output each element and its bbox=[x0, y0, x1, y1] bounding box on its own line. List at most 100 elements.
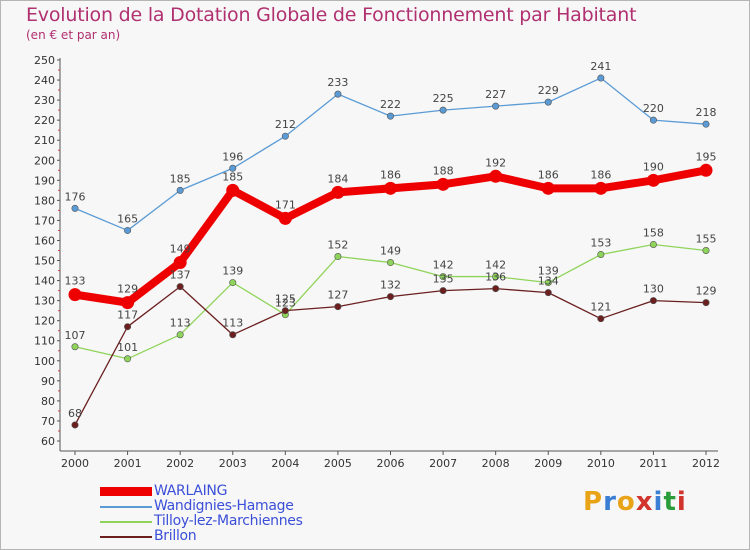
x-tick-label: 2004 bbox=[271, 457, 299, 470]
data-point bbox=[386, 293, 394, 301]
data-label: 185 bbox=[170, 172, 191, 185]
data-point bbox=[597, 74, 605, 82]
data-point bbox=[594, 181, 608, 195]
legend-label: Brillon bbox=[154, 528, 197, 544]
y-tick-label: 230 bbox=[34, 94, 55, 107]
x-tick-label: 2007 bbox=[429, 457, 457, 470]
logo-letter: i bbox=[676, 487, 687, 517]
x-tick-label: 2000 bbox=[61, 457, 89, 470]
data-point bbox=[176, 186, 184, 194]
legend-swatch bbox=[100, 487, 152, 496]
y-tick-label: 80 bbox=[41, 395, 55, 408]
data-label: 129 bbox=[696, 285, 717, 298]
y-tick-label: 120 bbox=[34, 315, 55, 328]
data-label: 212 bbox=[275, 118, 296, 131]
y-tick-label: 250 bbox=[34, 54, 55, 67]
legend-swatch bbox=[100, 506, 152, 508]
data-point bbox=[124, 323, 132, 331]
x-tick-label: 2008 bbox=[482, 457, 510, 470]
data-label: 134 bbox=[538, 275, 559, 288]
data-point bbox=[492, 285, 500, 293]
data-point bbox=[544, 98, 552, 106]
data-point bbox=[489, 169, 503, 183]
data-point bbox=[597, 251, 605, 259]
data-point bbox=[229, 331, 237, 339]
data-label: 227 bbox=[485, 88, 506, 101]
data-point bbox=[173, 256, 187, 270]
y-tick-label: 160 bbox=[34, 234, 55, 247]
data-point bbox=[386, 259, 394, 267]
data-point bbox=[331, 185, 345, 199]
data-label: 241 bbox=[590, 60, 611, 73]
data-label: 139 bbox=[538, 265, 559, 278]
logo-letter: P bbox=[583, 487, 604, 517]
data-point bbox=[334, 303, 342, 311]
data-point bbox=[649, 116, 657, 124]
data-label: 132 bbox=[380, 279, 401, 292]
logo-letter: t bbox=[663, 487, 677, 517]
data-point bbox=[597, 315, 605, 323]
y-tick-label: 240 bbox=[34, 74, 55, 87]
data-label: 149 bbox=[380, 245, 401, 258]
data-point bbox=[229, 279, 237, 287]
y-tick-label: 180 bbox=[34, 194, 55, 207]
data-point bbox=[229, 164, 237, 172]
x-tick-label: 2012 bbox=[692, 457, 720, 470]
legend-label: Tilloy-lez-Marchiennes bbox=[154, 513, 303, 529]
data-label: 188 bbox=[433, 164, 454, 177]
data-point bbox=[544, 279, 552, 287]
data-point bbox=[71, 421, 79, 429]
data-point bbox=[541, 181, 555, 195]
data-label: 101 bbox=[117, 341, 138, 354]
data-point bbox=[384, 181, 397, 195]
data-label: 142 bbox=[433, 259, 454, 272]
data-label: 186 bbox=[538, 168, 559, 181]
data-point bbox=[281, 307, 289, 315]
data-point bbox=[334, 90, 342, 98]
data-label: 125 bbox=[275, 293, 296, 306]
data-label: 233 bbox=[327, 76, 348, 89]
y-tick-label: 100 bbox=[34, 355, 55, 368]
data-label: 165 bbox=[117, 212, 138, 225]
data-point bbox=[702, 120, 710, 128]
data-point bbox=[71, 204, 79, 212]
data-label: 139 bbox=[222, 265, 243, 278]
data-labels: 133 129 149 185 171 184 186 188 192 186 186 190 195 1… bbox=[65, 60, 717, 420]
data-point bbox=[334, 253, 342, 261]
data-point bbox=[386, 112, 394, 120]
data-point bbox=[436, 177, 450, 191]
data-point bbox=[439, 106, 447, 114]
axes: 60 70 80 90 100 110 120 130 140 150 160 170 180 190 20… bbox=[34, 54, 720, 470]
data-label: 176 bbox=[65, 190, 86, 203]
data-label: 135 bbox=[433, 273, 454, 286]
data-label: 195 bbox=[696, 150, 717, 163]
data-point bbox=[544, 289, 552, 297]
y-tick-label: 60 bbox=[41, 435, 55, 448]
data-label: 196 bbox=[222, 150, 243, 163]
legend-label: Wandignies-Hamage bbox=[154, 498, 294, 514]
data-label: 107 bbox=[65, 329, 86, 342]
data-label: 137 bbox=[170, 269, 191, 282]
data-label: 121 bbox=[590, 301, 611, 314]
y-tick-label: 220 bbox=[34, 114, 55, 127]
series-tilloy-lez-marchiennes bbox=[71, 240, 710, 363]
data-label: 192 bbox=[485, 156, 506, 169]
x-tick-label: 2011 bbox=[639, 457, 667, 470]
data-label: 153 bbox=[590, 237, 611, 250]
data-point bbox=[278, 211, 292, 225]
data-point bbox=[649, 240, 657, 248]
x-tick-label: 2010 bbox=[587, 457, 615, 470]
data-point bbox=[439, 287, 447, 295]
series-layer bbox=[68, 74, 713, 429]
data-point bbox=[702, 247, 710, 255]
series-warlaing bbox=[68, 163, 713, 310]
data-label: 190 bbox=[643, 160, 664, 173]
data-point bbox=[439, 273, 447, 281]
series-line bbox=[74, 285, 707, 426]
x-tick-label: 2005 bbox=[324, 457, 352, 470]
y-tick-label: 210 bbox=[34, 134, 55, 147]
data-label: 68 bbox=[68, 407, 82, 420]
series-wandignies-hamage bbox=[71, 74, 710, 234]
data-point bbox=[492, 273, 500, 281]
